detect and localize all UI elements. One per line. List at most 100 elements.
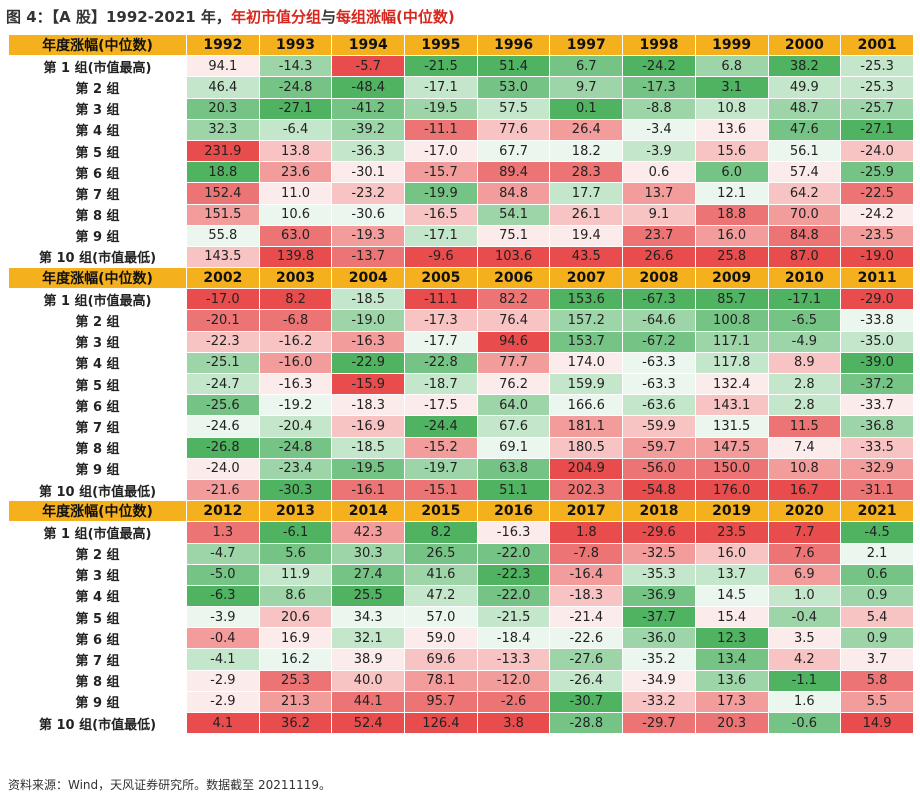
group-row: 第 5 组 -24.7 -16.3 -15.9 -18.7 76.2 159.9 -63.3 1… [8,372,914,396]
return-cell: 16.7 [767,478,842,502]
year-header: 2014 [331,500,406,523]
return-cell: 15.4 [694,606,769,629]
return-cell: -63.3 [622,351,696,375]
return-cell: 176.0 [694,478,769,502]
return-cell: -23.5 [840,224,914,247]
return-cell: -17.5 [404,394,478,417]
return-cell: 14.9 [840,711,914,735]
return-cell: 48.7 [767,97,842,120]
year-header: 2013 [258,500,333,523]
return-cell: 152.4 [186,182,260,205]
return-cell: 32.1 [331,627,406,650]
return-cell: -63.6 [622,394,696,417]
return-cell: -36.8 [840,415,914,438]
group-label: 第 10 组(市值最低) [8,245,187,269]
return-cell: 1.6 [767,690,842,714]
return-cell: 0.9 [840,627,914,650]
return-cell: 4.2 [767,648,842,671]
return-cell: 103.6 [476,245,551,269]
return-cell: -30.3 [258,478,333,502]
return-cell: -33.5 [840,436,914,459]
year-header: 1995 [404,33,478,57]
return-cell: -15.2 [404,436,478,459]
group-label: 第 3 组 [8,563,187,586]
return-cell: 1.8 [549,521,624,544]
return-cell: -24.2 [840,203,914,226]
return-cell: 64.0 [476,394,551,417]
return-cell: 47.6 [767,118,842,141]
return-cell: 57.5 [476,97,551,120]
return-cell: -27.1 [258,97,333,120]
return-cell: 57.4 [767,161,842,184]
return-cell: 34.3 [331,606,406,629]
group-row: 第 5 组 -3.9 20.6 34.3 57.0 -21.5 -21.4 -37.7 15.4… [8,606,914,629]
year-header: 2021 [840,500,914,523]
year-header: 2001 [840,33,914,57]
return-cell: 30.3 [331,542,406,565]
return-cell: -5.0 [186,563,260,586]
return-cell: -59.9 [622,415,696,438]
return-cell: 12.3 [694,627,769,650]
title-mid: 与 [320,8,336,26]
return-cell: -20.1 [186,309,260,332]
return-cell: -15.7 [404,161,478,184]
return-cell: 18.8 [694,203,769,226]
return-cell: -48.4 [331,76,406,99]
return-cell: 0.9 [840,584,914,608]
return-cell: -18.5 [331,288,406,311]
return-cell: -41.2 [331,97,406,120]
return-cell: 10.6 [258,203,333,226]
return-cell: 157.2 [549,309,624,332]
return-cell: -21.4 [549,606,624,629]
year-header-row: 年度涨幅(中位数) 2002 2003 2004 2005 2006 2007 2008 200… [8,267,914,290]
return-cell: 59.0 [404,627,478,650]
return-cell: 231.9 [186,139,260,163]
year-header: 1992 [186,33,260,57]
return-cell: -24.2 [622,55,696,78]
return-cell: -22.5 [840,182,914,205]
return-cell: 9.1 [622,203,696,226]
return-cell: 131.5 [694,415,769,438]
return-cell: 202.3 [549,478,624,502]
group-row: 第 2 组 -4.7 5.6 30.3 26.5 -22.0 -7.8 -32.5 16.0 7.… [8,542,914,565]
return-cell: 1.0 [767,584,842,608]
source-note: 资料来源：Wind，天风证券研究所。数据截至 20211119。 [8,778,332,792]
group-label: 第 3 组 [8,330,187,353]
return-cell: -19.5 [404,97,478,120]
return-cell: 6.9 [767,563,842,586]
return-cell: -37.2 [840,372,914,396]
return-cell: -35.2 [622,648,696,671]
return-cell: 20.3 [694,711,769,735]
return-cell: -24.8 [258,76,333,99]
return-cell: -0.6 [767,711,842,735]
return-cell: 26.6 [622,245,696,269]
return-cell: -17.7 [404,330,478,353]
return-cell: 17.7 [549,182,624,205]
return-cell: 15.6 [694,139,769,163]
group-row: 第 2 组 -20.1 -6.8 -19.0 -17.3 76.4 157.2 -64.6 10… [8,309,914,332]
return-cell: 13.7 [694,563,769,586]
return-cell: -27.6 [549,648,624,671]
group-label: 第 4 组 [8,584,187,608]
return-cell: -67.2 [622,330,696,353]
return-cell: 5.4 [840,606,914,629]
return-cell: 16.0 [694,542,769,565]
return-cell: -6.8 [258,309,333,332]
header-label: 年度涨幅(中位数) [8,500,187,523]
title-highlight-1: 年初市值分组 [230,8,321,26]
return-cell: 7.7 [767,521,842,544]
return-cell: 77.6 [476,118,551,141]
return-cell: 14.5 [694,584,769,608]
group-row: 第 6 组 -0.4 16.9 32.1 59.0 -18.4 -22.6 -36.0 12.3… [8,627,914,650]
return-cell: 181.1 [549,415,624,438]
return-cell: 150.0 [694,457,769,480]
return-cell: -16.2 [258,330,333,353]
return-cell: -24.8 [258,436,333,459]
group-row: 第 7 组 -4.1 16.2 38.9 69.6 -13.3 -27.6 -35.2 13.4… [8,648,914,671]
group-label: 第 9 组 [8,690,187,714]
return-cell: -2.9 [186,669,260,692]
return-cell: -7.8 [549,542,624,565]
return-cell: -0.4 [186,627,260,650]
group-label: 第 7 组 [8,648,187,671]
return-cell: -21.5 [404,55,478,78]
